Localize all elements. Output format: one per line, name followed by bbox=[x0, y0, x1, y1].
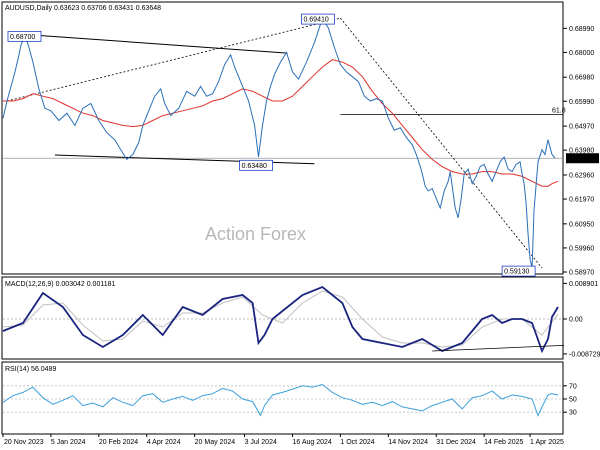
pivot-label: 0.59130 bbox=[504, 269, 529, 276]
resistance-trendline bbox=[37, 34, 288, 54]
x-tick-label: 5 Jan 2024 bbox=[51, 439, 86, 446]
price-y-tick-label: 0.64970 bbox=[569, 124, 594, 131]
x-tick-label: 14 Feb 2025 bbox=[484, 439, 523, 446]
price-y-tick-label: 0.68000 bbox=[569, 50, 594, 57]
x-tick-label: 20 Feb 2024 bbox=[99, 439, 138, 446]
rsi-panel-frame bbox=[1, 361, 564, 435]
macd-signal-line bbox=[2, 290, 559, 348]
macd-panel-frame bbox=[1, 276, 564, 360]
macd-line bbox=[2, 285, 559, 354]
price-series bbox=[2, 17, 559, 269]
current-price-label: 0.63648 bbox=[568, 156, 593, 163]
macd-y-tick-label: 0.00 bbox=[569, 317, 583, 324]
price-y-tick-label: 0.61970 bbox=[569, 197, 594, 204]
price-grid: 61.8 bbox=[3, 107, 566, 159]
macd-divergence-trendline bbox=[432, 345, 565, 352]
macd-title: MACD(12,26,9) 0.003042 0.001181 bbox=[5, 281, 115, 288]
rsi-y-tick-label: 30 bbox=[569, 410, 577, 417]
price-y-tick-label: 0.65990 bbox=[569, 99, 594, 106]
price-y-tick-label: 0.66980 bbox=[569, 75, 594, 82]
pivot-label: 0.68700 bbox=[10, 34, 35, 41]
price-y-tick-label: 0.62960 bbox=[569, 172, 594, 179]
support-trendline bbox=[54, 154, 315, 165]
pivot-label: 0.63480 bbox=[242, 163, 267, 170]
price-line bbox=[2, 17, 556, 269]
x-tick-label: 3 Jul 2024 bbox=[245, 439, 277, 446]
x-tick-label: 1 Oct 2024 bbox=[340, 439, 374, 446]
macd-y-tick-label: 0.008901 bbox=[569, 281, 598, 288]
watermark: Action Forex bbox=[205, 224, 306, 244]
price-y-tick-label: 0.63980 bbox=[569, 148, 594, 155]
rsi-axis: 70 50 30 bbox=[563, 383, 577, 417]
moving-average-line bbox=[3, 59, 559, 187]
x-tick-label: 14 Nov 2024 bbox=[388, 439, 428, 446]
price-y-tick-label: 0.60950 bbox=[569, 221, 594, 228]
price-title: AUDUSD,Daily 0.63623 0.63706 0.63431 0.6… bbox=[5, 5, 161, 12]
pivot-label: 0.69410 bbox=[303, 17, 328, 24]
rsi-series bbox=[2, 383, 559, 417]
rsi-y-tick-label: 50 bbox=[569, 397, 577, 404]
x-tick-label: 20 Nov 2023 bbox=[4, 439, 44, 446]
dotted-upper-trendline bbox=[6, 17, 341, 102]
dotted-down-trendline bbox=[340, 17, 543, 269]
pivot-label-box bbox=[301, 13, 335, 25]
macd-series bbox=[2, 285, 565, 354]
rsi-y-tick-label: 70 bbox=[569, 383, 577, 390]
rsi-title: RSI(14) 56.0489 bbox=[5, 366, 56, 373]
x-tick-label: 16 Aug 2024 bbox=[292, 439, 331, 446]
x-tick-label: 31 Dec 2024 bbox=[436, 439, 476, 446]
pivot-label-box bbox=[239, 159, 273, 171]
price-axis: 0.68990 0.68000 0.66980 0.65990 0.64970 0.639… bbox=[563, 26, 599, 277]
pivot-label-box bbox=[7, 30, 42, 42]
macd-y-tick-label: -0.008729 bbox=[569, 351, 600, 358]
rsi-grid bbox=[3, 385, 563, 413]
x-axis: 20 Nov 2023 5 Jan 2024 20 Feb 2024 4 Apr 20… bbox=[2, 434, 564, 446]
x-tick-label: 1 Apr 2025 bbox=[530, 439, 564, 446]
x-tick-label: 4 Apr 2024 bbox=[147, 439, 181, 446]
price-y-tick-label: 0.68990 bbox=[569, 26, 594, 33]
pivot-label-box bbox=[501, 265, 536, 277]
price-panel-frame bbox=[1, 1, 564, 275]
rsi-line bbox=[2, 383, 559, 417]
price-y-tick-label: 0.58970 bbox=[569, 270, 594, 277]
x-tick-label: 20 May 2024 bbox=[195, 439, 236, 446]
price-y-tick-label: 0.59960 bbox=[569, 245, 594, 252]
price-annotations: 0.68700 0.69410 0.63480 0.59130 bbox=[7, 13, 536, 277]
current-price-box bbox=[566, 153, 599, 164]
fib-61-8-label: 61.8 bbox=[552, 107, 566, 114]
macd-axis: 0.008901 0.00 -0.008729 bbox=[563, 281, 600, 358]
